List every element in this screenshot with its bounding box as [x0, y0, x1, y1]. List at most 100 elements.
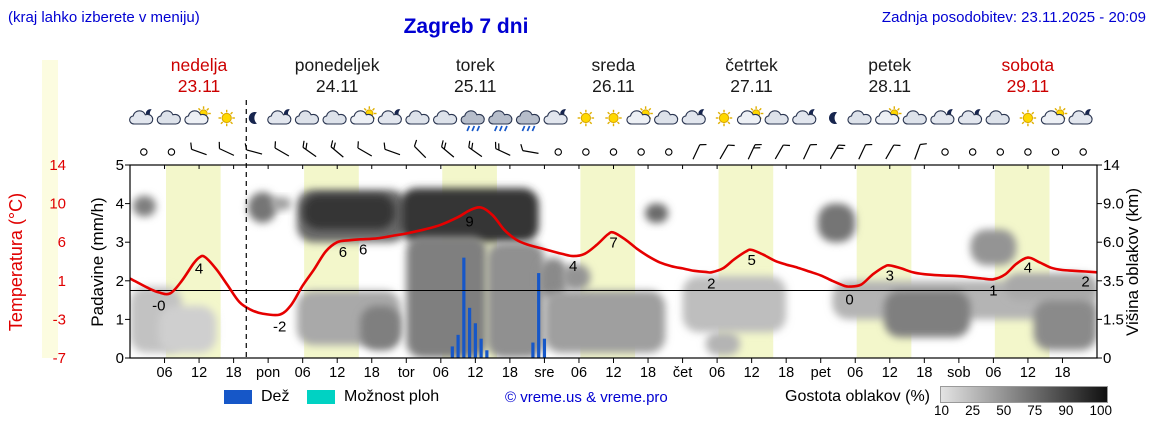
weather-cloud-icon	[902, 110, 927, 125]
weather-cloud-moon-icon	[792, 109, 817, 125]
day-name: petek	[868, 55, 912, 75]
x-axis-label: 18	[1054, 365, 1070, 381]
rain-bar	[456, 334, 460, 358]
weather-cloud-icon	[322, 110, 347, 125]
copyright-link[interactable]: © vreme.us & vreme.pro	[505, 389, 668, 406]
weather-cloud-icon	[764, 110, 789, 125]
weather-cloud-icon	[985, 110, 1010, 125]
temperature-value-label: 7	[609, 235, 617, 252]
weather-sun-cloud-icon	[875, 106, 902, 125]
weather-sun-icon	[715, 109, 733, 127]
weather-sun-cloud-icon	[184, 106, 211, 125]
rain-bars	[450, 257, 547, 358]
cloud-blob	[884, 290, 971, 338]
cloud-blob	[486, 242, 545, 358]
weather-sun-cloud-icon	[1040, 106, 1068, 125]
temperature-value-label: 4	[195, 261, 203, 278]
wind-barb-icon	[885, 144, 901, 160]
x-axis-label: 12	[605, 365, 621, 381]
temperature-value-label: 6	[339, 244, 347, 261]
wind-barb-icon	[383, 142, 401, 156]
x-axis-label: 12	[744, 365, 760, 381]
weather-rain-icon	[488, 110, 513, 132]
left-strip	[42, 60, 58, 358]
cloud-blob	[247, 192, 277, 223]
day-date: 25.11	[454, 76, 497, 96]
weather-sun-icon	[605, 109, 622, 127]
temperature-value-label: -0	[152, 297, 165, 314]
rain-bar	[542, 338, 547, 358]
wind-barb-icon	[468, 140, 483, 158]
x-axis-label: 18	[502, 365, 518, 381]
x-axis-label: 06	[709, 365, 725, 381]
wind-barb-icon	[218, 141, 235, 156]
wind-barb-icon	[441, 140, 455, 158]
cloud-blob	[817, 203, 856, 243]
x-axis-label: 12	[191, 365, 207, 381]
temp-tick-label: 1	[58, 273, 66, 290]
wind-calm-icon	[968, 148, 977, 156]
cloud-height-tick-label: 14	[1103, 157, 1120, 174]
weather-cloud-icon	[847, 110, 872, 125]
cloud-blob	[1004, 273, 1097, 301]
weather-rain-icon	[515, 110, 541, 132]
wind-barb-icon	[719, 144, 735, 160]
temp-tick-label: -7	[53, 350, 66, 367]
day-name: torek	[455, 55, 495, 75]
showers-swatch	[307, 390, 335, 404]
weather-cloud-moon-icon	[267, 109, 292, 125]
cloud-blob	[970, 229, 1017, 266]
weather-cloud-moon-icon	[129, 109, 154, 125]
x-axis-label: 12	[882, 365, 898, 381]
cloud-blob	[561, 263, 591, 291]
temperature-value-label: 3	[886, 267, 894, 284]
density-scale-label: 75	[1027, 403, 1043, 418]
weather-cloud-moon-icon	[1068, 109, 1093, 125]
wind-barb-icon	[357, 141, 373, 157]
weather-sun-cloud-icon	[736, 106, 764, 125]
temp-tick-label: -3	[53, 311, 66, 328]
cloud-blob	[158, 305, 217, 353]
wind-barb-icon	[244, 143, 263, 155]
cloud-blob	[1033, 300, 1097, 351]
x-axis-label: 12	[329, 365, 345, 381]
day-header-torek: torek 25.11	[406, 55, 544, 97]
weather-cloud-moon-icon	[681, 109, 706, 125]
last-update-label: Zadnja posodobitev: 23.11.2025 - 20:09	[881, 9, 1146, 26]
rain-bar	[473, 323, 477, 358]
wind-calm-icon	[140, 148, 148, 156]
day-name: četrtek	[725, 55, 778, 75]
weather-cloud-icon	[294, 110, 320, 125]
x-axis-label: 06	[295, 365, 311, 381]
wind-barb-icon	[747, 143, 762, 160]
day-header-sreda: sreda 26.11	[544, 55, 682, 97]
x-axis-label: 06	[433, 365, 449, 381]
density-scale-label: 25	[965, 403, 981, 418]
temperature-value-label: 4	[569, 258, 577, 275]
precip-tick-label: 4	[116, 196, 124, 213]
day-header-petek: petek 28.11	[821, 55, 959, 97]
x-axis-label: 18	[640, 365, 656, 381]
cloud-height-tick-label: 6.0	[1103, 234, 1124, 251]
x-axis-label: 12	[1020, 365, 1036, 381]
wind-barb-icon	[520, 144, 539, 154]
temperature-value-label: 2	[1081, 274, 1089, 291]
rain-legend-label: Dež	[261, 388, 290, 405]
weather-moon-icon	[828, 112, 838, 124]
precip-tick-label: 3	[116, 234, 124, 251]
day-header-sobota: sobota 29.11	[959, 55, 1097, 97]
cloud-blob	[645, 203, 669, 223]
cloud-height-tick-label: 9.0	[1103, 196, 1124, 213]
day-date: 24.11	[315, 76, 359, 96]
location-hint[interactable]: (kraj lahko izberete v meniju)	[8, 9, 200, 26]
rain-bar	[468, 307, 472, 358]
wind-barb-icon	[413, 139, 427, 159]
weather-cloud-moon-icon	[543, 109, 568, 125]
weather-sun-cloud-icon	[626, 106, 653, 125]
weather-cloud-moon-icon	[377, 109, 402, 125]
page-title: Zagreb 7 dni	[403, 15, 529, 38]
x-axis-label: 06	[847, 365, 863, 381]
temperature-axis-label: Temperatura (°C)	[6, 193, 26, 331]
rain-bar	[479, 338, 483, 358]
